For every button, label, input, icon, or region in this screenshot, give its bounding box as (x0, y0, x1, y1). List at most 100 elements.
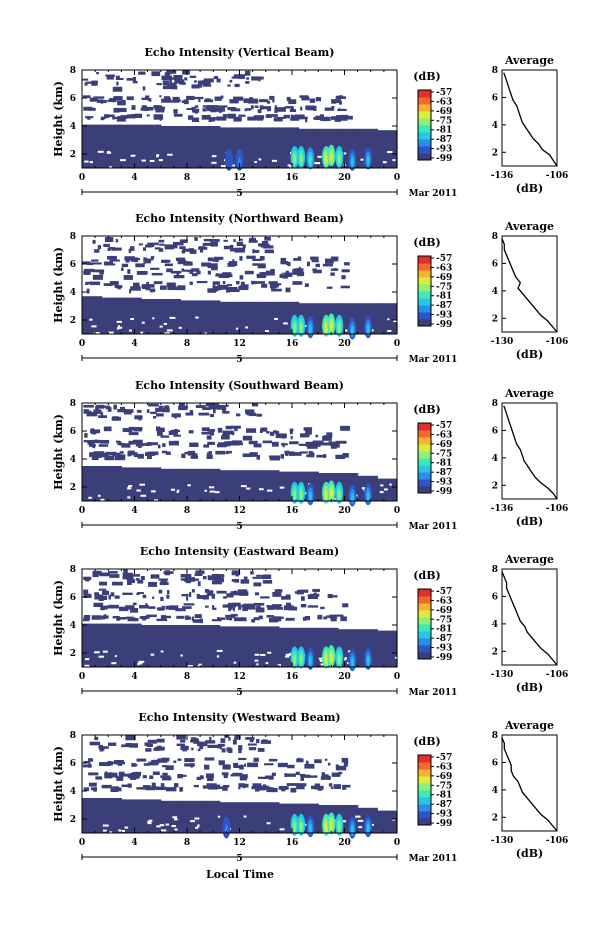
echo-gap (120, 159, 126, 162)
clutter-block (300, 775, 305, 781)
echo-cell-core (293, 489, 297, 500)
beam-panel: Echo Intensity (Southward Beam)0 4 8 12 16 20… (52, 379, 568, 532)
clutter-block (202, 576, 207, 580)
average-y-tick-label: 2 (492, 148, 498, 158)
echo-gap (245, 326, 249, 329)
colorbar-segment (418, 755, 431, 763)
colorbar-segment (418, 146, 431, 154)
clutter-block (146, 453, 156, 456)
clutter-block (266, 605, 271, 608)
echo-gap (107, 166, 112, 169)
echo-gap (197, 824, 200, 827)
clutter-block (141, 97, 150, 100)
clutter-block (340, 425, 350, 431)
clutter-block (302, 95, 309, 99)
clutter-block (168, 97, 171, 102)
colorbar-tick-label: -57 (436, 753, 452, 763)
clutter-block (144, 742, 150, 746)
echo-cell-core (337, 154, 341, 164)
clutter-block (181, 453, 186, 459)
clutter-block (302, 616, 307, 621)
clutter-block (160, 783, 165, 787)
clutter-block (107, 772, 115, 777)
month-label: Mar 2011 (409, 189, 458, 199)
clutter-block (257, 109, 262, 114)
x-tick-label: 20 (338, 173, 351, 183)
clutter-block (110, 281, 118, 286)
clutter-block (252, 258, 262, 261)
clutter-block (94, 736, 99, 741)
clutter-block (244, 605, 256, 610)
echo-cell-core (324, 322, 328, 333)
clutter-block (243, 98, 250, 103)
echo-gap (357, 819, 364, 822)
clutter-block (277, 762, 288, 768)
clutter-block (132, 763, 138, 767)
clutter-block (161, 776, 172, 781)
average-x-tick-label: -106 (546, 836, 569, 846)
clutter-block (238, 442, 243, 446)
clutter-block (324, 758, 328, 761)
echo-gap (117, 326, 123, 329)
echo-layer-cell (239, 301, 260, 334)
clutter-block (231, 579, 238, 582)
colorbar-segment (418, 818, 431, 826)
colorbar-segment (418, 811, 431, 819)
clutter-block (88, 763, 91, 768)
clutter-block (146, 442, 154, 445)
echo-cell-core (308, 155, 312, 166)
echo-gap (204, 332, 208, 335)
clutter-block (231, 76, 239, 79)
clutter-block (204, 764, 210, 770)
clutter-block (210, 429, 214, 434)
clutter-block (317, 614, 323, 620)
clutter-block (172, 241, 184, 246)
clutter-block (313, 592, 317, 596)
clutter-block (131, 440, 142, 445)
clutter-block (117, 761, 123, 766)
echo-layer-cell (239, 626, 260, 667)
echo-gap (343, 152, 347, 155)
echo-layer-cell (200, 126, 221, 168)
echo-gap (159, 824, 165, 827)
clutter-block (127, 269, 131, 274)
clutter-block (145, 787, 155, 791)
echo-gap (211, 155, 217, 158)
clutter-block (271, 772, 276, 777)
average-profile-line (503, 72, 558, 167)
colorbar-segment (418, 465, 431, 473)
clutter-block (153, 105, 160, 108)
clutter-block (330, 786, 334, 789)
echo-cell-core (324, 821, 328, 832)
clutter-block (331, 772, 341, 777)
clutter-block (88, 772, 99, 776)
clutter-block (254, 592, 260, 596)
x-tick-label: 4 (131, 838, 137, 848)
clutter-block (189, 281, 193, 286)
heatmap-layer (82, 735, 398, 839)
clutter-block (142, 247, 147, 251)
clutter-block (164, 244, 174, 250)
clutter-block (283, 762, 287, 767)
clutter-block (155, 786, 167, 791)
clutter-block (93, 96, 105, 99)
echo-layer-cell (160, 468, 182, 501)
clutter-block (324, 107, 335, 111)
clutter-block (238, 748, 242, 754)
clutter-block (197, 270, 201, 275)
clutter-block (138, 416, 142, 421)
colorbar-segment (418, 769, 431, 777)
clutter-block (228, 737, 231, 741)
clutter-block (191, 747, 194, 751)
clutter-block (299, 589, 309, 593)
echo-layer-cell (101, 124, 122, 168)
clutter-block (161, 98, 172, 103)
clutter-block (233, 74, 241, 78)
echo-gap (156, 825, 161, 828)
clutter-block (103, 114, 110, 119)
clutter-block (165, 451, 171, 455)
average-y-tick-label: 8 (492, 731, 498, 741)
clutter-block (108, 774, 112, 778)
colorbar-unit: (dB) (413, 569, 440, 582)
clutter-block (253, 249, 260, 253)
